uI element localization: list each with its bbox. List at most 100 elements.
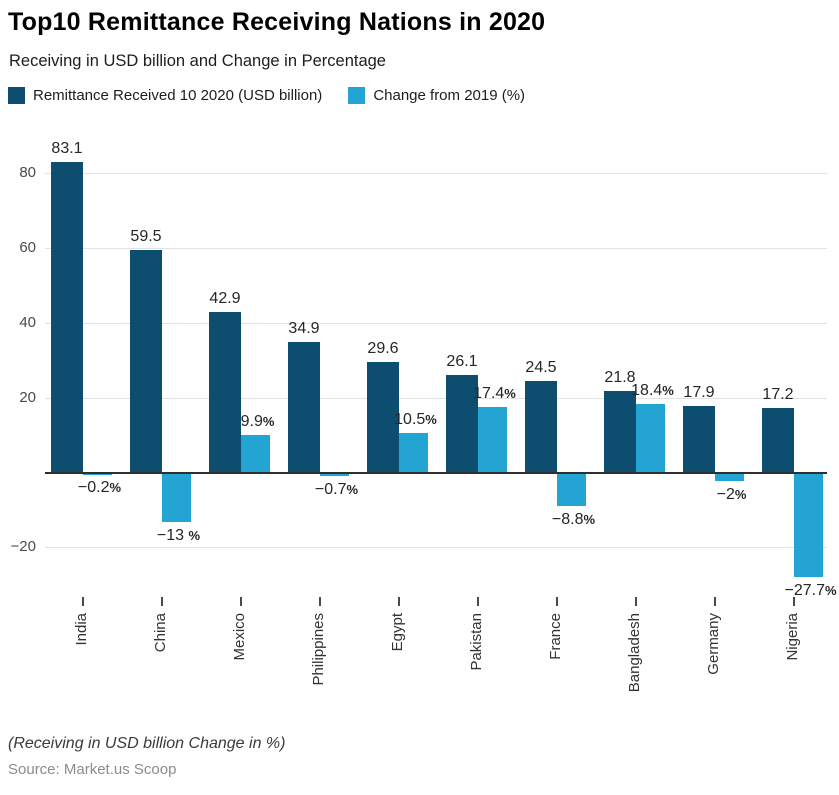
- y-axis-tick-label: 60: [19, 239, 36, 257]
- x-axis-tick: [81, 597, 84, 606]
- x-axis-tick: [160, 597, 163, 606]
- chart-legend: Remittance Received 10 2020 (USD billion…: [8, 87, 839, 104]
- percent-sign: %: [262, 414, 275, 430]
- percent-sign: %: [734, 486, 747, 502]
- gridline-20: [45, 397, 827, 399]
- x-axis-category-labels: India China Mexico Philippines Egypt Pakistan…: [0, 613, 839, 728]
- category-label-text: Philippines: [310, 613, 327, 686]
- gridline-60: [45, 248, 827, 250]
- y-axis-tick-label: 80: [19, 164, 36, 182]
- category-label-text: Pakistan: [468, 613, 485, 671]
- bar-remittance-india: [51, 161, 83, 473]
- x-axis-tick: [634, 597, 637, 606]
- value-label-remittance: 29.6: [367, 339, 399, 357]
- percent-sign: %: [109, 480, 122, 496]
- bar-change-germany: [715, 473, 744, 481]
- bar-change-pakistan: [478, 407, 507, 473]
- bar-remittance-mexico: [209, 312, 241, 473]
- x-axis-tick: [555, 597, 558, 606]
- percent-sign: %: [583, 512, 596, 528]
- legend-label-remittance: Remittance Received 10 2020 (USD billion…: [33, 87, 323, 104]
- x-axis-tick: [318, 597, 321, 606]
- value-label-change: −2%: [716, 485, 747, 503]
- bar-remittance-pakistan: [446, 374, 478, 473]
- bar-remittance-china: [130, 249, 162, 473]
- bar-remittance-egypt: [367, 361, 399, 473]
- category-label-nigeria: Nigeria: [781, 613, 805, 728]
- category-label-text: China: [152, 613, 169, 653]
- bar-change-philippines: [320, 473, 349, 477]
- chart-footnote: (Receiving in USD billion Change in %): [8, 735, 286, 752]
- percent-sign: %: [346, 482, 359, 498]
- percent-sign: %: [504, 386, 516, 402]
- legend-item-remittance: Remittance Received 10 2020 (USD billion…: [8, 87, 322, 104]
- category-label-text: Germany: [705, 613, 722, 675]
- category-label-bangladesh: Bangladesh: [623, 613, 647, 728]
- gridline-−20: [45, 547, 827, 549]
- bar-remittance-philippines: [288, 341, 320, 473]
- value-label-change: −8.8%: [551, 511, 596, 529]
- value-label-change: −27.7%: [784, 582, 837, 600]
- category-label-germany: Germany: [702, 613, 726, 728]
- bar-remittance-nigeria: [762, 408, 794, 473]
- category-label-text: Egypt: [389, 613, 406, 652]
- value-label-remittance: 34.9: [288, 319, 320, 337]
- percent-sign: %: [824, 583, 837, 599]
- bar-chart-plot-area: 80 60 40 20 −20 83.1 −0.2% 59.5 −13 % 42.9 9.9% 34.…: [0, 133, 839, 613]
- bar-change-bangladesh: [636, 403, 665, 473]
- value-label-change: 10.5%: [394, 411, 437, 429]
- value-label-remittance: 21.8: [604, 368, 636, 386]
- category-label-text: Nigeria: [784, 613, 801, 661]
- percent-sign: %: [188, 528, 201, 544]
- category-label-text: Mexico: [231, 613, 248, 661]
- category-label-india: India: [70, 613, 94, 728]
- category-label-egypt: Egypt: [386, 613, 410, 728]
- x-axis-tick: [239, 597, 242, 606]
- chart-source: Source: Market.us Scoop: [8, 761, 177, 778]
- value-label-change: 17.4%: [473, 385, 516, 403]
- category-label-text: India: [73, 613, 90, 646]
- category-label-china: China: [149, 613, 173, 728]
- value-label-remittance: 59.5: [130, 227, 162, 245]
- bar-change-china: [162, 473, 191, 523]
- category-label-philippines: Philippines: [307, 613, 331, 728]
- bar-change-mexico: [241, 435, 270, 473]
- page-title: Top10 Remittance Receiving Nations in 20…: [8, 8, 546, 36]
- y-axis-tick-label: 20: [19, 388, 36, 406]
- legend-swatch-change: [348, 87, 366, 104]
- value-label-change: −0.7%: [314, 481, 359, 499]
- value-label-change: 9.9%: [240, 413, 275, 431]
- value-label-remittance: 17.9: [683, 383, 715, 401]
- gridline-40: [45, 322, 827, 324]
- legend-swatch-remittance: [8, 87, 25, 104]
- value-label-remittance: 17.2: [762, 386, 794, 404]
- category-label-france: France: [544, 613, 568, 728]
- bar-change-egypt: [399, 433, 428, 473]
- percent-sign: %: [662, 382, 674, 398]
- bar-change-india: [83, 473, 112, 475]
- value-label-remittance: 42.9: [209, 290, 241, 308]
- percent-sign: %: [425, 412, 437, 428]
- x-axis-tick: [792, 597, 795, 606]
- x-axis-tick: [397, 597, 400, 606]
- gridline-80: [45, 173, 827, 175]
- bar-remittance-germany: [683, 405, 715, 473]
- legend-item-change: Change from 2019 (%): [348, 87, 525, 104]
- bar-change-nigeria: [794, 473, 823, 578]
- y-axis-tick-label: 40: [19, 313, 36, 331]
- legend-label-change: Change from 2019 (%): [373, 87, 526, 104]
- bar-remittance-france: [525, 380, 557, 473]
- value-label-remittance: 83.1: [51, 139, 83, 157]
- value-label-change: 18.4%: [631, 381, 674, 399]
- y-axis-tick-label: −20: [10, 538, 36, 556]
- bar-change-france: [557, 473, 586, 507]
- x-axis-tick: [476, 597, 479, 606]
- value-label-change: −13 %: [156, 527, 201, 545]
- value-label-change: −0.2%: [77, 479, 122, 497]
- category-label-text: Bangladesh: [626, 613, 643, 693]
- value-label-remittance: 26.1: [446, 352, 478, 370]
- category-label-text: France: [547, 613, 564, 660]
- value-label-remittance: 24.5: [525, 358, 557, 376]
- x-axis-zero-line: [45, 471, 827, 474]
